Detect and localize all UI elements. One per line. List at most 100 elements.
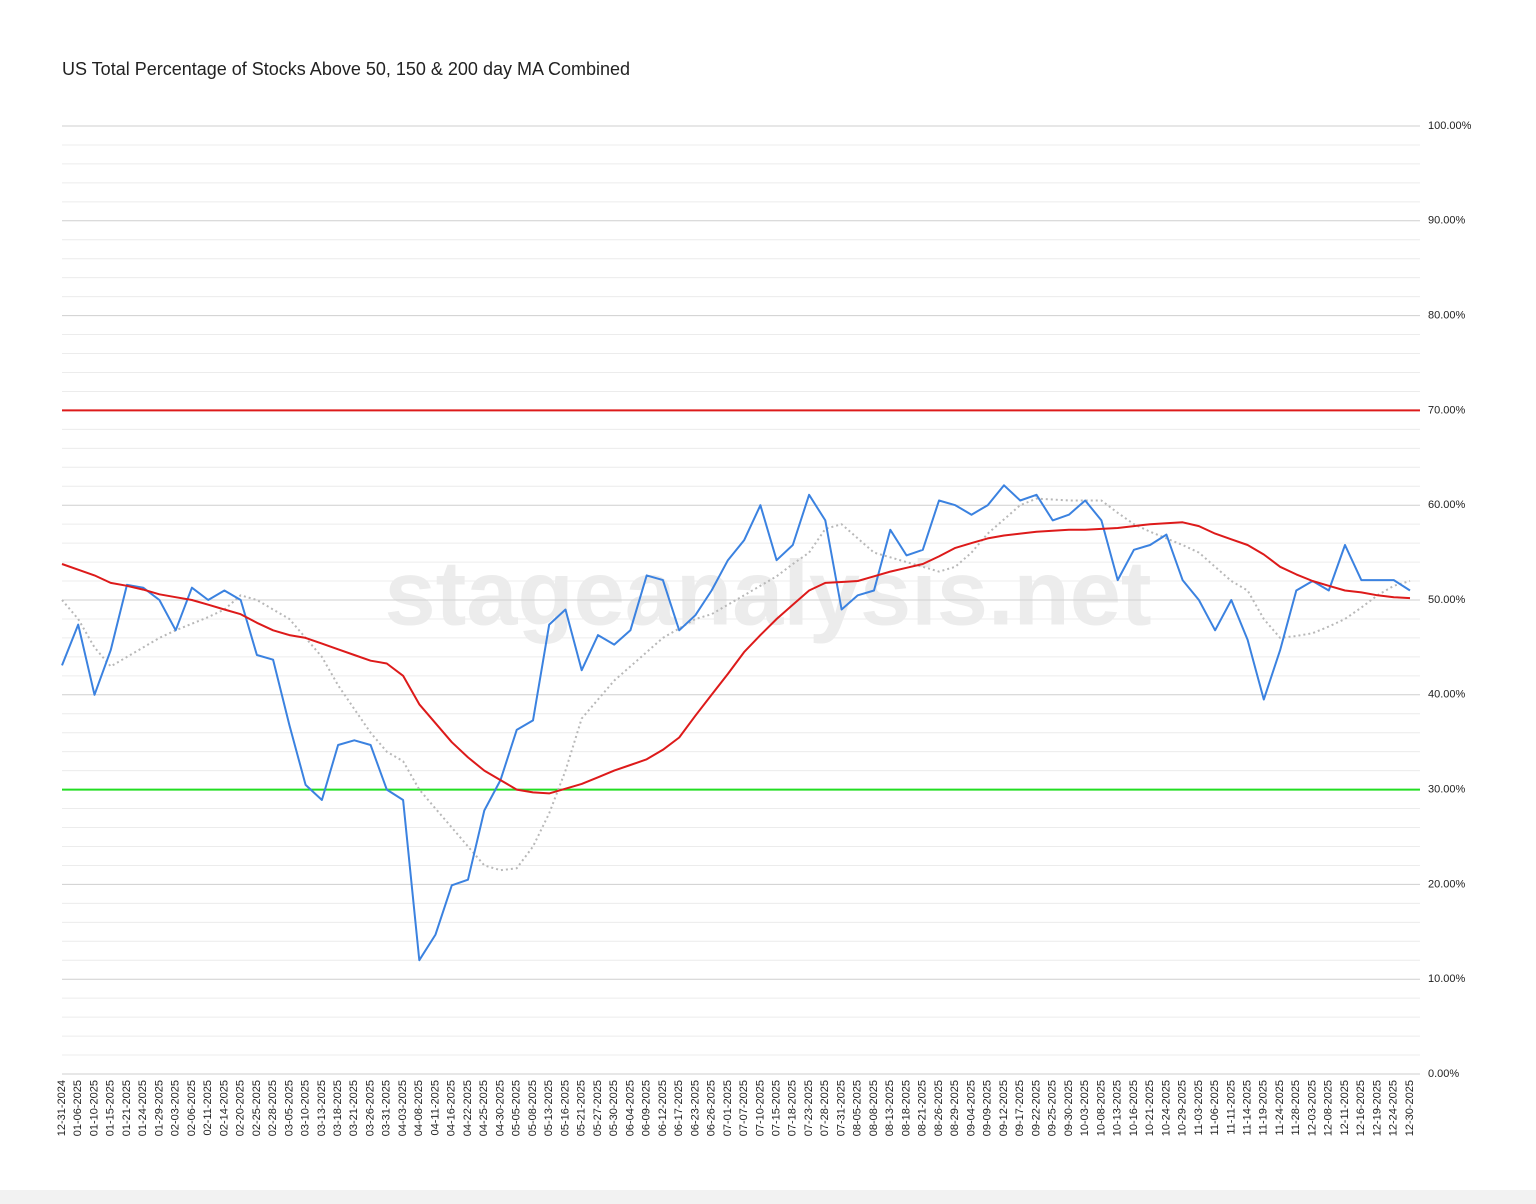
x-tick-label: 02-20-2025 bbox=[235, 1080, 247, 1136]
x-tick-label: 02-11-2025 bbox=[202, 1080, 214, 1135]
x-tick-label: 10-13-2025 bbox=[1112, 1080, 1124, 1136]
x-tick-label: 06-04-2025 bbox=[624, 1080, 636, 1136]
x-tick-label: 08-13-2025 bbox=[884, 1080, 896, 1136]
x-tick-label: 01-21-2025 bbox=[121, 1080, 133, 1136]
x-tick-label: 02-14-2025 bbox=[218, 1080, 230, 1136]
series-line bbox=[61, 497, 1411, 872]
x-tick-label: 09-17-2025 bbox=[1014, 1080, 1026, 1136]
x-tick-label: 07-15-2025 bbox=[771, 1080, 783, 1136]
x-tick-label: 12-16-2025 bbox=[1355, 1080, 1367, 1136]
x-tick-label: 03-18-2025 bbox=[332, 1080, 344, 1136]
x-tick-label: 07-31-2025 bbox=[835, 1080, 847, 1136]
x-tick-label: 01-24-2025 bbox=[137, 1080, 149, 1136]
x-tick-label: 10-24-2025 bbox=[1160, 1080, 1172, 1136]
x-tick-label: 07-28-2025 bbox=[819, 1080, 831, 1136]
x-tick-label: 02-25-2025 bbox=[251, 1080, 263, 1136]
x-tick-label: 02-03-2025 bbox=[170, 1080, 182, 1136]
x-tick-label: 03-05-2025 bbox=[283, 1080, 295, 1136]
x-tick-label: 07-01-2025 bbox=[722, 1080, 734, 1136]
bottom-bar bbox=[0, 1190, 1536, 1204]
x-tick-label: 03-31-2025 bbox=[381, 1080, 393, 1136]
x-tick-label: 11-19-2025 bbox=[1258, 1080, 1270, 1135]
x-tick-label: 01-15-2025 bbox=[105, 1080, 117, 1136]
x-tick-label: 02-28-2025 bbox=[267, 1080, 279, 1136]
x-tick-label: 10-16-2025 bbox=[1128, 1080, 1140, 1136]
x-tick-label: 09-22-2025 bbox=[1030, 1080, 1042, 1136]
x-tick-label: 11-03-2025 bbox=[1193, 1080, 1205, 1135]
y-tick-label: 70.00% bbox=[1428, 404, 1466, 416]
y-tick-label: 40.00% bbox=[1428, 689, 1466, 701]
series-line bbox=[61, 521, 1411, 795]
x-tick-label: 05-08-2025 bbox=[527, 1080, 539, 1136]
x-tick-label: 06-17-2025 bbox=[673, 1080, 685, 1136]
x-tick-label: 04-25-2025 bbox=[478, 1080, 490, 1136]
y-tick-label: 60.00% bbox=[1428, 499, 1466, 511]
series-line bbox=[61, 484, 1411, 962]
x-tick-label: 09-04-2025 bbox=[965, 1080, 977, 1136]
x-tick-label: 07-07-2025 bbox=[738, 1080, 750, 1136]
x-tick-label: 12-08-2025 bbox=[1323, 1080, 1335, 1136]
y-tick-label: 30.00% bbox=[1428, 784, 1466, 796]
x-tick-label: 12-03-2025 bbox=[1306, 1080, 1318, 1136]
x-tick-label: 08-08-2025 bbox=[868, 1080, 880, 1136]
x-tick-label: 08-18-2025 bbox=[900, 1080, 912, 1136]
x-tick-label: 08-29-2025 bbox=[949, 1080, 961, 1136]
x-tick-label: 03-13-2025 bbox=[316, 1080, 328, 1136]
x-tick-label: 05-30-2025 bbox=[608, 1080, 620, 1136]
x-tick-label: 05-21-2025 bbox=[576, 1080, 588, 1136]
x-tick-label: 12-31-2024 bbox=[56, 1080, 68, 1136]
x-tick-label: 09-30-2025 bbox=[1063, 1080, 1075, 1136]
x-tick-label: 12-11-2025 bbox=[1339, 1080, 1351, 1135]
chart-title: US Total Percentage of Stocks Above 50, … bbox=[62, 59, 630, 79]
x-tick-label: 09-09-2025 bbox=[982, 1080, 994, 1136]
x-tick-label: 07-10-2025 bbox=[754, 1080, 766, 1136]
x-tick-label: 04-03-2025 bbox=[397, 1080, 409, 1136]
x-tick-label: 10-21-2025 bbox=[1144, 1080, 1156, 1136]
x-tick-label: 11-06-2025 bbox=[1209, 1080, 1221, 1135]
x-tick-label: 07-23-2025 bbox=[803, 1080, 815, 1136]
x-tick-label: 12-30-2025 bbox=[1404, 1080, 1416, 1136]
y-tick-label: 50.00% bbox=[1428, 594, 1466, 606]
x-tick-label: 03-21-2025 bbox=[348, 1080, 360, 1136]
x-tick-label: 06-26-2025 bbox=[706, 1080, 718, 1136]
x-tick-label: 02-06-2025 bbox=[186, 1080, 198, 1136]
x-tick-label: 03-10-2025 bbox=[300, 1080, 312, 1136]
y-tick-label: 10.00% bbox=[1428, 973, 1466, 985]
x-tick-label: 04-16-2025 bbox=[446, 1080, 458, 1136]
y-tick-label: 100.00% bbox=[1428, 120, 1472, 132]
x-tick-label: 08-26-2025 bbox=[933, 1080, 945, 1136]
x-tick-label: 04-30-2025 bbox=[494, 1080, 506, 1136]
x-tick-label: 03-26-2025 bbox=[364, 1080, 376, 1136]
x-tick-label: 09-25-2025 bbox=[1047, 1080, 1059, 1136]
x-tick-label: 07-18-2025 bbox=[787, 1080, 799, 1136]
x-tick-label: 11-14-2025 bbox=[1241, 1080, 1253, 1135]
x-tick-label: 10-08-2025 bbox=[1095, 1080, 1107, 1136]
watermark: stageanalysis.net bbox=[384, 542, 1151, 644]
x-tick-label: 11-11-2025 bbox=[1225, 1080, 1237, 1135]
x-tick-label: 01-10-2025 bbox=[88, 1080, 100, 1136]
x-tick-label: 04-22-2025 bbox=[462, 1080, 474, 1136]
x-tick-label: 12-19-2025 bbox=[1371, 1080, 1383, 1136]
y-tick-label: 20.00% bbox=[1428, 878, 1466, 890]
x-tick-label: 11-28-2025 bbox=[1290, 1080, 1302, 1135]
x-tick-label: 05-16-2025 bbox=[559, 1080, 571, 1136]
x-tick-label: 06-12-2025 bbox=[657, 1080, 669, 1136]
x-tick-label: 05-27-2025 bbox=[592, 1080, 604, 1136]
x-tick-label: 01-29-2025 bbox=[153, 1080, 165, 1136]
x-tick-label: 10-03-2025 bbox=[1079, 1080, 1091, 1136]
x-tick-label: 05-05-2025 bbox=[511, 1080, 523, 1136]
x-tick-label: 12-24-2025 bbox=[1388, 1080, 1400, 1136]
x-tick-label: 11-24-2025 bbox=[1274, 1080, 1286, 1135]
x-tick-label: 05-13-2025 bbox=[543, 1080, 555, 1136]
y-tick-label: 0.00% bbox=[1428, 1068, 1459, 1080]
y-tick-label: 80.00% bbox=[1428, 310, 1466, 322]
x-tick-label: 04-08-2025 bbox=[413, 1080, 425, 1136]
x-tick-label: 09-12-2025 bbox=[998, 1080, 1010, 1136]
x-tick-label: 10-29-2025 bbox=[1177, 1080, 1189, 1136]
x-tick-label: 06-09-2025 bbox=[641, 1080, 653, 1136]
x-tick-label: 08-21-2025 bbox=[917, 1080, 929, 1136]
x-tick-label: 06-23-2025 bbox=[689, 1080, 701, 1136]
x-tick-label: 04-11-2025 bbox=[429, 1080, 441, 1135]
x-tick-label: 01-06-2025 bbox=[72, 1080, 84, 1136]
